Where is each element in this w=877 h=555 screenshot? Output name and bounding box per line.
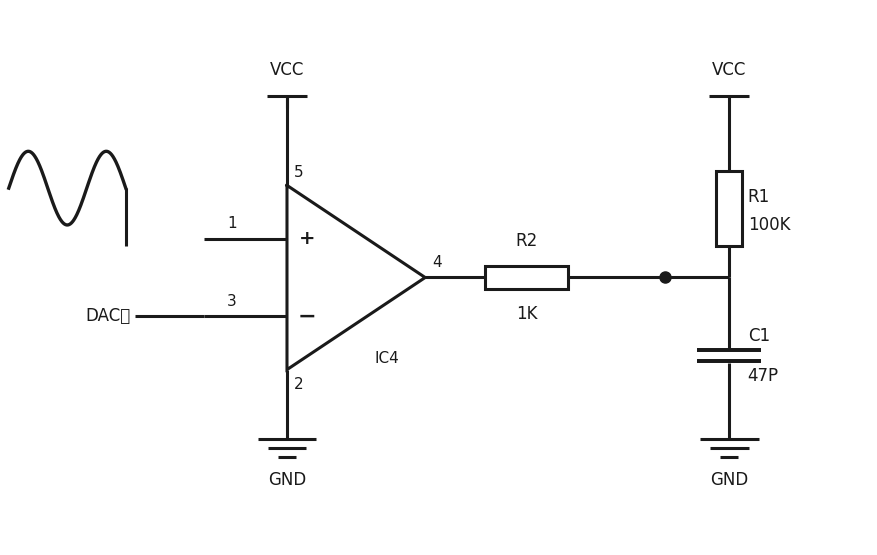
Text: 47P: 47P (747, 367, 778, 385)
Text: 5: 5 (294, 165, 303, 180)
Text: IC4: IC4 (374, 351, 399, 366)
Text: 4: 4 (432, 255, 442, 270)
Text: 3: 3 (226, 294, 236, 309)
Text: 1: 1 (226, 216, 236, 231)
Text: VCC: VCC (269, 62, 303, 79)
Text: C1: C1 (747, 326, 769, 345)
Text: GND: GND (709, 471, 747, 489)
Text: −: − (297, 305, 317, 327)
Text: R1: R1 (747, 188, 769, 206)
Bar (716, 170, 741, 246)
Text: 1K: 1K (515, 305, 537, 323)
Text: +: + (299, 230, 315, 248)
Bar (484, 265, 567, 290)
Text: R2: R2 (515, 232, 537, 250)
Text: GND: GND (267, 471, 306, 489)
Text: VCC: VCC (711, 62, 745, 79)
Text: 2: 2 (294, 377, 303, 392)
Text: DAC值: DAC值 (85, 307, 130, 325)
Text: 100K: 100K (747, 216, 789, 234)
